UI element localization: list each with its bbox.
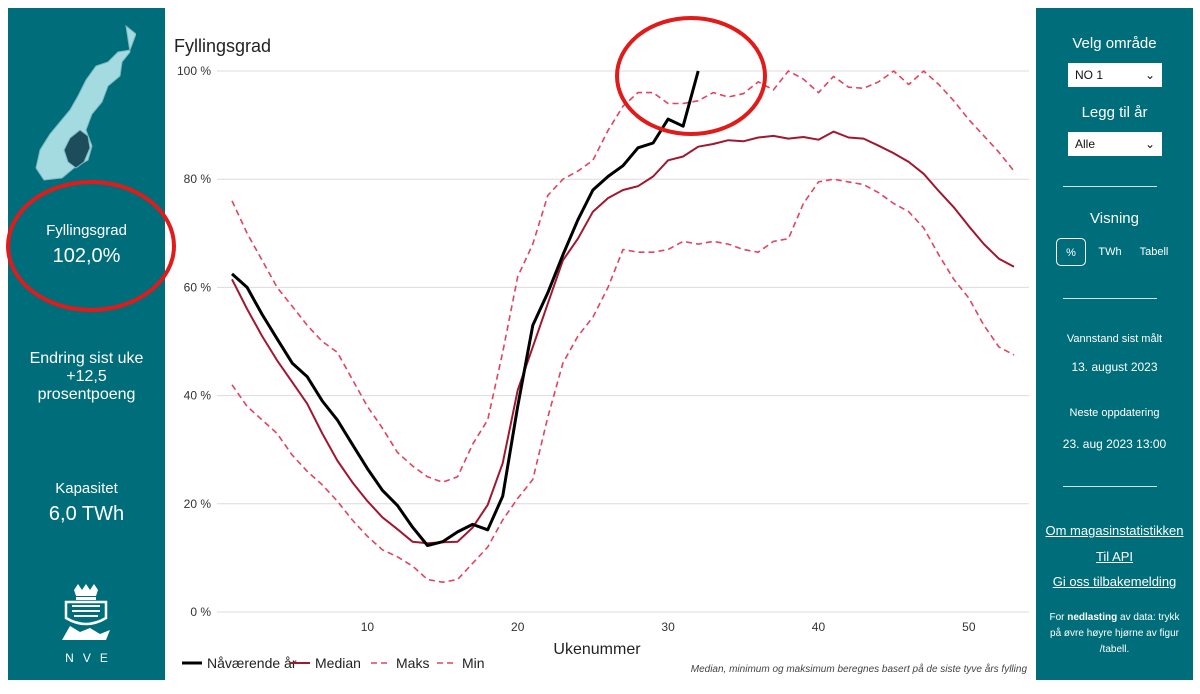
view-option-table[interactable]: Tabell [1139, 246, 1169, 258]
series-line-min [231, 178, 1015, 583]
year-label: Legg til år [1081, 104, 1148, 121]
y-tick-label: 40 % [184, 389, 212, 403]
legend-label: Maks [396, 655, 429, 671]
download-note: For nedlasting av data: trykk på øvre hø… [1049, 612, 1180, 655]
area-select[interactable]: NO 1 ⌄ [1068, 63, 1162, 87]
next-update-value: 23. aug 2023 13:00 [1062, 437, 1167, 451]
divider [1063, 186, 1157, 187]
nve-crest-icon [62, 584, 110, 640]
current-peak-highlight-circle [615, 16, 767, 136]
view-toggle: % TWh Tabell [1056, 238, 1186, 266]
legend-label: Median [315, 655, 361, 671]
fill-level-chart[interactable]: Fyllingsgrad 0 % 20 % 40 % 60 % 80 % 100 % 10… [165, 0, 1036, 689]
area-select-value: NO 1 [1075, 68, 1104, 82]
capacity-value: 6,0 TWh [48, 503, 125, 525]
year-select[interactable]: Alle ⌄ [1068, 132, 1162, 156]
measured-label: Vannstand sist målt [1066, 333, 1163, 345]
y-tick-label: 100 % [177, 64, 211, 78]
right-panel: Velg område NO 1 ⌄ Legg til år Alle ⌄ Vi… [1036, 8, 1193, 680]
view-label: Visning [1090, 210, 1139, 227]
year-select-value: Alle [1075, 137, 1096, 151]
x-tick-label: 50 [962, 620, 976, 634]
legend-label: Min [462, 655, 485, 671]
weekly-change-stat: Endring sist uke +12,5 prosentpoeng [8, 350, 165, 404]
x-tick-label: 40 [812, 620, 826, 634]
divider [1063, 486, 1157, 487]
y-tick-label: 60 % [184, 280, 212, 294]
weekly-change-value: +12,5 [66, 368, 107, 385]
y-axis-ticks: 0 % 20 % 40 % 60 % 80 % 100 % [177, 64, 211, 619]
y-tick-label: 80 % [184, 172, 212, 186]
measured-value: 13. august 2023 [1071, 360, 1158, 374]
area-label: Velg område [1072, 35, 1157, 52]
capacity-stat: Kapasitet 6,0 TWh [8, 480, 165, 526]
y-tick-label: 20 % [184, 497, 212, 511]
chart-title: Fyllingsgrad [174, 36, 271, 56]
norway-map-icon [35, 24, 136, 181]
api-link[interactable]: Til API [1095, 549, 1134, 564]
x-tick-label: 10 [361, 620, 375, 634]
feedback-link[interactable]: Gi oss tilbakemelding [1052, 574, 1177, 589]
chart-gridlines [217, 70, 1029, 613]
series-line-maks [231, 70, 1015, 483]
chart-series [231, 70, 1015, 583]
chart-footnote: Median, minimum og maksimum beregnes bas… [691, 663, 1028, 675]
about-statistics-link[interactable]: Om magasinstatistikken [1045, 523, 1184, 538]
weekly-change-unit: prosentpoeng [37, 386, 136, 403]
x-axis-ticks: 10 20 30 40 50 [361, 620, 976, 634]
y-tick-label: 0 % [190, 605, 211, 619]
x-tick-label: 20 [511, 620, 525, 634]
series-line-n-v-rende-r [231, 70, 700, 547]
x-tick-label: 30 [661, 620, 675, 634]
download-note-bold: nedlasting [1067, 612, 1118, 623]
chevron-down-icon: ⌄ [1144, 137, 1155, 151]
capacity-label: Kapasitet [55, 480, 118, 497]
fill-level-highlight-circle [6, 180, 176, 312]
left-panel: Fyllingsgrad 102,0% Endring sist uke +12… [8, 8, 165, 680]
view-option-twh[interactable]: TWh [1098, 246, 1122, 258]
legend-label: Nåværende år [207, 655, 297, 671]
series-line-median [231, 130, 1015, 545]
next-update-label: Neste oppdatering [1069, 407, 1160, 419]
chart-area: Fyllingsgrad 0 % 20 % 40 % 60 % 80 % 100 % 10… [165, 0, 1036, 689]
x-axis-label: Ukenummer [553, 641, 641, 658]
chevron-down-icon: ⌄ [1144, 68, 1155, 82]
nve-logo-text: NVE [65, 651, 117, 665]
divider [1063, 298, 1157, 299]
view-option-percent[interactable]: % [1056, 238, 1086, 266]
chart-legend: Nåværende år Median Maks Min [182, 655, 485, 671]
weekly-change-label: Endring sist uke [29, 350, 144, 367]
